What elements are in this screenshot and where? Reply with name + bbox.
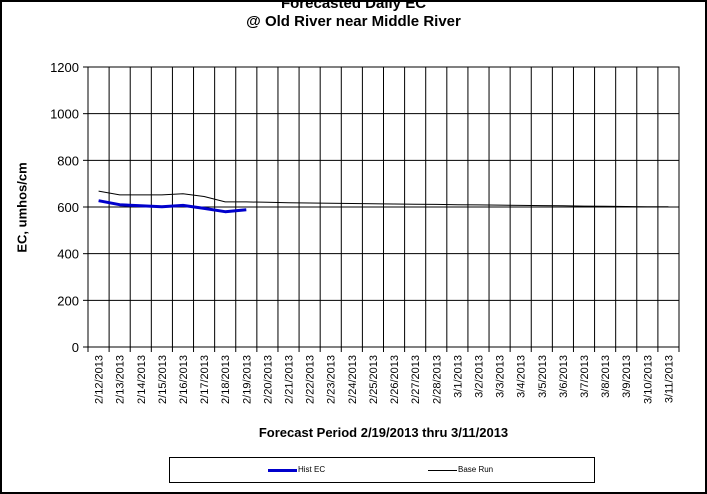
- y-tick-label: 800: [57, 153, 79, 168]
- x-tick-label: 3/1/2013: [452, 355, 464, 398]
- x-tick-label: 2/13/2013: [115, 355, 127, 404]
- x-tick-label: 2/15/2013: [157, 355, 169, 404]
- legend-swatch-hist-ec: [268, 469, 297, 472]
- x-tick-label: 2/24/2013: [347, 355, 359, 404]
- x-tick-label: 2/20/2013: [262, 355, 274, 404]
- x-tick-label: 2/22/2013: [305, 355, 317, 404]
- y-tick-label: 0: [72, 340, 79, 355]
- x-tick-label: 2/17/2013: [199, 355, 211, 404]
- legend-label-base-run: Base Run: [458, 465, 494, 474]
- legend: Hist EC Base Run: [169, 457, 595, 483]
- x-tick-label: 3/10/2013: [642, 355, 654, 404]
- x-tick-label: 3/3/2013: [495, 355, 507, 398]
- x-axis-label: Forecast Period 2/19/2013 thru 3/11/2013: [258, 425, 509, 440]
- x-tick-label: 2/25/2013: [368, 355, 380, 404]
- chart-title: Forecasted Daily EC: [280, 0, 427, 12]
- x-tick-label: 2/12/2013: [94, 355, 106, 404]
- x-tick-label: 2/19/2013: [241, 355, 253, 404]
- x-tick-label: 2/23/2013: [326, 355, 338, 404]
- x-tick-label: 2/27/2013: [410, 355, 422, 404]
- series-line-hist-ec: [98, 199, 247, 214]
- x-tick-label: 3/2/2013: [473, 355, 485, 398]
- x-tick-label: 3/9/2013: [621, 355, 633, 398]
- x-tick-label: 3/7/2013: [579, 355, 591, 398]
- legend-label-hist-ec: Hist EC: [298, 465, 326, 474]
- x-tick-label: 3/5/2013: [537, 355, 549, 398]
- x-tick-label: 3/8/2013: [600, 355, 612, 398]
- x-tick-label: 3/6/2013: [558, 355, 570, 398]
- x-tick-label: 3/11/2013: [663, 355, 675, 403]
- legend-swatch-base-run: [428, 470, 457, 471]
- y-tick-label: 400: [57, 247, 79, 262]
- x-tick-label: 2/21/2013: [284, 355, 296, 404]
- x-tick-label: 3/4/2013: [516, 355, 528, 398]
- x-tick-label: 2/18/2013: [220, 355, 232, 404]
- x-tick-label: 2/28/2013: [431, 355, 443, 404]
- y-tick-label: 1000: [50, 107, 79, 122]
- x-tick-label: 2/26/2013: [389, 355, 401, 404]
- y-tick-label: 1200: [50, 60, 79, 75]
- y-tick-label: 600: [57, 200, 79, 215]
- chart-subtitle: @ Old River near Middle River: [246, 13, 461, 30]
- y-tick-label: 200: [57, 293, 79, 308]
- x-tick-label: 2/14/2013: [136, 355, 148, 404]
- x-tick-label: 2/16/2013: [178, 355, 190, 404]
- series-line-base-run: [98, 190, 669, 208]
